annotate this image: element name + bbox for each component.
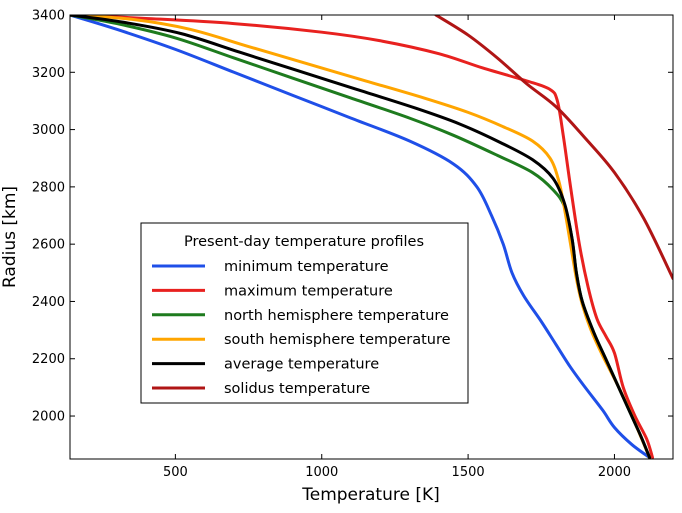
series-line-south-hemisphere-temperature	[70, 15, 652, 459]
legend-items: minimum temperature maximum temperature no…	[152, 259, 451, 397]
legend-title: Present-day temperature profiles	[184, 234, 424, 250]
x-axis: 500 1000 1500 2000	[163, 15, 631, 480]
x-tick-label: 2000	[598, 465, 631, 480]
y-tick-label: 2400	[32, 295, 65, 310]
legend-label-solidus-temperature: solidus temperature	[224, 381, 370, 397]
series-line-maximum-temperature	[70, 15, 655, 459]
legend-label-north-hemisphere-temperature: north hemisphere temperature	[224, 308, 449, 324]
y-tick-label: 2000	[32, 410, 65, 425]
legend: Present-day temperature profiles minimum…	[140, 222, 469, 404]
plot-frame	[69, 14, 674, 460]
x-axis-label: Temperature [K]	[301, 485, 440, 505]
series-line-average-temperature	[70, 15, 652, 459]
x-tick-label: 500	[163, 465, 188, 480]
x-tick-label: 1000	[305, 465, 338, 480]
y-tick-label: 3000	[32, 123, 65, 138]
legend-box	[140, 222, 469, 404]
legend-label-maximum-temperature: maximum temperature	[224, 283, 393, 299]
y-axis-label: Radius [km]	[0, 186, 20, 288]
y-tick-label: 3400	[32, 9, 65, 24]
series-line-minimum-temperature	[70, 15, 652, 459]
y-tick-label: 2200	[32, 352, 65, 367]
series-layer	[70, 15, 673, 459]
y-tick-label: 2800	[32, 180, 65, 195]
x-tick-label: 1500	[452, 465, 485, 480]
y-tick-label: 3200	[32, 66, 65, 81]
y-axis: 2000 2200 2400 2600 2800 3000 3200 3400	[32, 9, 673, 425]
legend-label-minimum-temperature: minimum temperature	[224, 259, 389, 275]
legend-label-average-temperature: average temperature	[224, 357, 379, 373]
y-tick-label: 2600	[32, 238, 65, 253]
series-line-solidus-temperature	[434, 15, 673, 281]
legend-label-south-hemisphere-temperature: south hemisphere temperature	[224, 332, 451, 348]
